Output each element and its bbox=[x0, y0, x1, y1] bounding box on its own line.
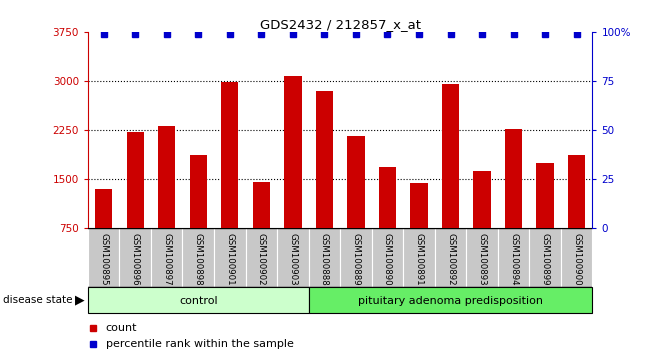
Title: GDS2432 / 212857_x_at: GDS2432 / 212857_x_at bbox=[260, 18, 421, 31]
Text: ▶: ▶ bbox=[75, 294, 85, 307]
Bar bbox=[473, 171, 491, 228]
Text: GSM100895: GSM100895 bbox=[99, 233, 108, 286]
Bar bbox=[277, 228, 309, 287]
Text: GSM100889: GSM100889 bbox=[352, 233, 361, 286]
Bar bbox=[347, 136, 365, 228]
Bar bbox=[403, 228, 435, 287]
Bar bbox=[466, 228, 498, 287]
Text: GSM100899: GSM100899 bbox=[540, 233, 549, 286]
Bar bbox=[95, 189, 113, 228]
Bar bbox=[340, 228, 372, 287]
Bar bbox=[158, 126, 175, 228]
Text: count: count bbox=[105, 323, 137, 333]
Text: GSM100893: GSM100893 bbox=[478, 233, 486, 286]
Text: disease state: disease state bbox=[3, 295, 73, 305]
Text: GSM100902: GSM100902 bbox=[256, 233, 266, 286]
Text: GSM100894: GSM100894 bbox=[509, 233, 518, 286]
Bar bbox=[372, 228, 403, 287]
Text: GSM100888: GSM100888 bbox=[320, 233, 329, 286]
Text: pituitary adenoma predisposition: pituitary adenoma predisposition bbox=[358, 296, 543, 306]
Text: GSM100892: GSM100892 bbox=[446, 233, 455, 286]
Text: control: control bbox=[179, 296, 217, 306]
Bar bbox=[561, 228, 592, 287]
Bar bbox=[88, 287, 309, 313]
Bar bbox=[568, 155, 585, 228]
Bar bbox=[309, 287, 592, 313]
Bar bbox=[410, 183, 428, 228]
Text: GSM100896: GSM100896 bbox=[131, 233, 140, 286]
Text: GSM100891: GSM100891 bbox=[415, 233, 424, 286]
Bar bbox=[126, 132, 144, 228]
Bar bbox=[505, 130, 522, 228]
Bar bbox=[189, 155, 207, 228]
Bar bbox=[529, 228, 561, 287]
Bar bbox=[309, 228, 340, 287]
Bar bbox=[151, 228, 182, 287]
Bar bbox=[316, 91, 333, 228]
Text: GSM100900: GSM100900 bbox=[572, 233, 581, 286]
Bar bbox=[245, 228, 277, 287]
Bar bbox=[119, 228, 151, 287]
Bar bbox=[253, 182, 270, 228]
Bar bbox=[284, 76, 301, 228]
Text: GSM100898: GSM100898 bbox=[194, 233, 202, 286]
Bar bbox=[379, 167, 396, 228]
Bar bbox=[88, 228, 119, 287]
Bar bbox=[221, 82, 238, 228]
Bar bbox=[442, 84, 459, 228]
Text: GSM100901: GSM100901 bbox=[225, 233, 234, 286]
Bar bbox=[435, 228, 466, 287]
Bar bbox=[182, 228, 214, 287]
Bar bbox=[498, 228, 529, 287]
Bar bbox=[536, 164, 554, 228]
Text: GSM100903: GSM100903 bbox=[288, 233, 298, 286]
Bar bbox=[214, 228, 245, 287]
Text: GSM100890: GSM100890 bbox=[383, 233, 392, 286]
Text: GSM100897: GSM100897 bbox=[162, 233, 171, 286]
Text: percentile rank within the sample: percentile rank within the sample bbox=[105, 339, 294, 349]
